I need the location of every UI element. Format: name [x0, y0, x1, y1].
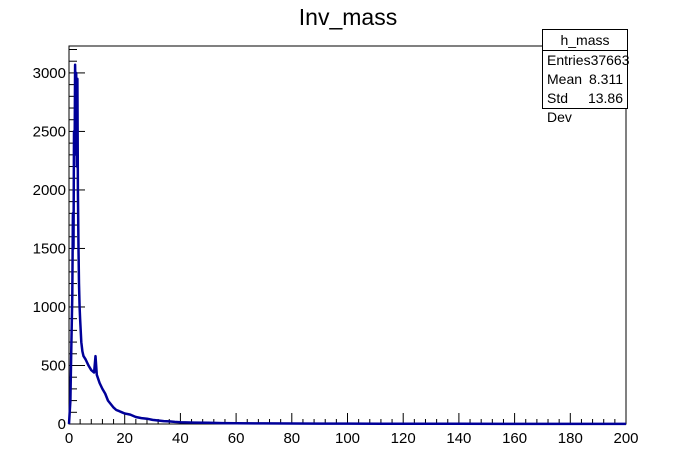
x-tick-label: 200 — [613, 430, 638, 447]
y-tick-label: 1500 — [33, 240, 66, 257]
x-tick-label: 180 — [558, 430, 583, 447]
x-tick-label: 80 — [283, 430, 300, 447]
y-tick-label: 2500 — [33, 123, 66, 140]
x-tick-label: 120 — [391, 430, 416, 447]
x-tick-label: 40 — [172, 430, 189, 447]
stats-row-entries: Entries 37663 — [543, 51, 630, 70]
stats-std-value: 13.86 — [587, 90, 623, 106]
y-tick-label: 1000 — [33, 299, 66, 316]
x-tick-label: 60 — [228, 430, 245, 447]
x-tick-label: 100 — [335, 430, 360, 447]
y-tick-label: 3000 — [33, 65, 66, 82]
stats-entries-value: 37663 — [590, 52, 630, 68]
x-tick-label: 160 — [502, 430, 527, 447]
x-tick-label: 20 — [116, 430, 133, 447]
y-tick-label: 500 — [41, 357, 66, 374]
stats-row-mean: Mean 8.311 — [543, 70, 627, 89]
stats-std-label: Std Dev — [547, 90, 572, 125]
stats-row-stddev: Std Dev 13.86 — [543, 89, 627, 125]
stats-box: h_mass Entries 37663 Mean 8.311 Std Dev … — [542, 29, 630, 125]
histogram-line — [67, 63, 626, 426]
stats-entries-label: Entries — [547, 52, 591, 68]
x-tick-label: 140 — [446, 430, 471, 447]
stats-title: h_mass — [543, 30, 627, 51]
y-tick-label: 0 — [58, 416, 66, 433]
y-tick-label: 2000 — [33, 182, 66, 199]
stats-mean-value: 8.311 — [589, 71, 623, 87]
x-tick-label: 0 — [65, 430, 73, 447]
chart-title: Inv_mass — [298, 4, 398, 30]
stats-mean-label: Mean — [547, 71, 583, 87]
